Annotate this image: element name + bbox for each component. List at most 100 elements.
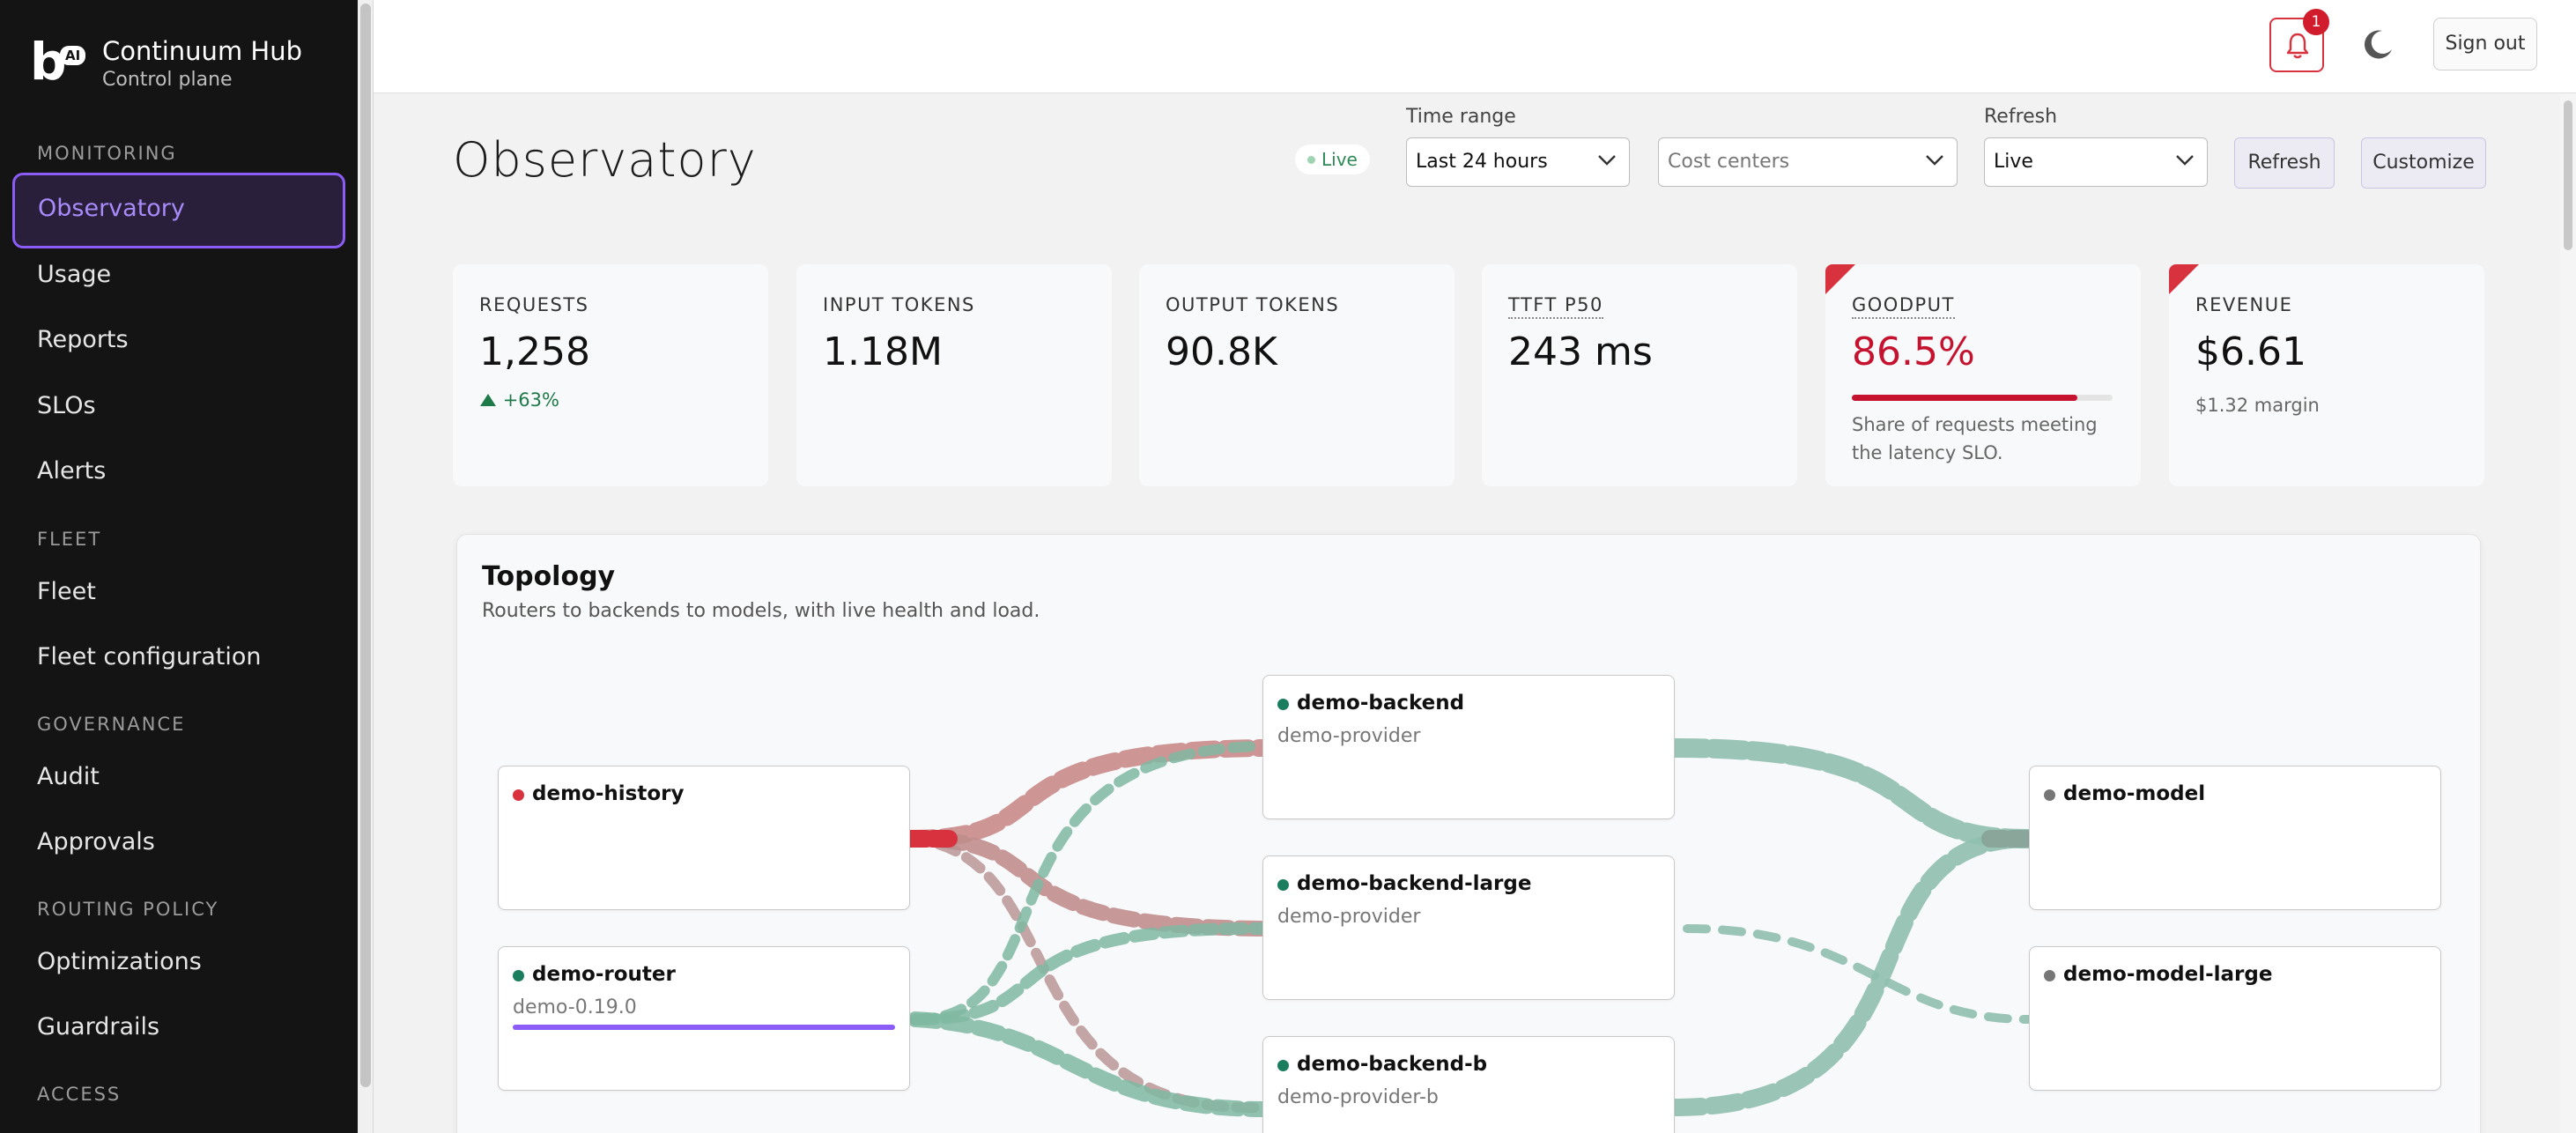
sidebar-item-label: Observatory (38, 195, 185, 222)
sidebar-item-slos[interactable]: SLOs (37, 392, 96, 419)
sidebar-item-observatory[interactable]: Observatory (12, 173, 345, 248)
app-subtitle: Control plane (102, 69, 233, 91)
app-title: Continuum Hub (102, 36, 303, 66)
status-dot (1277, 1060, 1289, 1071)
status-dot (1277, 879, 1289, 891)
node-name: demo-backend (1297, 692, 1465, 715)
arrow-up-icon (480, 394, 496, 406)
revenue-value: $6.61 (2195, 330, 2306, 374)
cost-centers-select[interactable]: Cost centers (1658, 137, 1958, 187)
edge-history-backend-large (902, 831, 1270, 937)
node-detail: demo-0.19.0 (513, 996, 637, 1018)
sidebar-item-audit[interactable]: Audit (37, 763, 100, 790)
node-backend[interactable]: demo-backend demo-provider (1262, 675, 1675, 819)
time-range-value: Last 24 hours (1416, 151, 1548, 173)
status-dot (2044, 970, 2055, 981)
edge-backend-model (1665, 738, 2039, 848)
node-model-large[interactable]: demo-model-large (2029, 946, 2441, 1091)
requests-card: REQUESTS 1,258 +63% (453, 264, 768, 486)
logo-badge: AI (60, 46, 86, 65)
section-access: ACCESS (37, 1084, 122, 1105)
chevron-down-icon (2176, 155, 2194, 166)
goodput-value: 86.5% (1852, 330, 1975, 374)
load-bar (513, 1025, 895, 1030)
sidebar-item-approvals[interactable]: Approvals (37, 828, 155, 855)
time-range-select[interactable]: Last 24 hours (1406, 137, 1630, 187)
sidebar-scrollbar[interactable] (358, 0, 374, 1133)
node-backend-b[interactable]: demo-backend-b demo-provider-b (1262, 1036, 1675, 1133)
status-dot (513, 970, 524, 981)
input-tokens-label: INPUT TOKENS (823, 294, 975, 315)
topology-title: Topology (482, 561, 616, 592)
goodput-card: GOODPUT 86.5% Share of requests meeting … (1825, 264, 2141, 486)
node-name: demo-model-large (2063, 963, 2273, 986)
revenue-label: REVENUE (2195, 294, 2293, 315)
node-history[interactable]: demo-history (498, 766, 910, 910)
sidebar-item-fleet[interactable]: Fleet (37, 578, 96, 605)
sidebar-item-usage[interactable]: Usage (37, 261, 112, 288)
ttft-label[interactable]: TTFT P50 (1508, 294, 1603, 319)
sign-out-button[interactable]: Sign out (2433, 18, 2537, 70)
brand[interactable]: b AI Continuum Hub Control plane (30, 33, 302, 93)
time-range-label: Time range (1406, 106, 1516, 128)
sidebar: b AI Continuum Hub Control plane MONITOR… (0, 0, 358, 1133)
sidebar-item-optimizations[interactable]: Optimizations (37, 948, 202, 975)
sidebar-item-reports[interactable]: Reports (37, 326, 129, 353)
node-backend-large[interactable]: demo-backend-large demo-provider (1262, 855, 1675, 1000)
refresh-label: Refresh (1984, 106, 2058, 128)
node-name: demo-backend-large (1297, 872, 1532, 895)
node-router[interactable]: demo-router demo-0.19.0 (498, 946, 910, 1091)
node-detail: demo-provider (1277, 725, 1421, 747)
refresh-value: Live (1994, 151, 2033, 173)
revenue-margin: $1.32 margin (2195, 395, 2320, 416)
customize-button[interactable]: Customize (2361, 137, 2486, 189)
node-model[interactable]: demo-model (2029, 766, 2441, 910)
topology-edges (901, 738, 2039, 1117)
moon-icon[interactable] (2361, 28, 2395, 62)
edge-history-backend (901, 739, 1271, 848)
topbar (374, 0, 2576, 93)
alert-corner-flag (1825, 264, 1855, 294)
output-tokens-card: OUTPUT TOKENS 90.8K (1139, 264, 1455, 486)
edge-router-backend (910, 741, 1268, 1025)
ttft-value: 243 ms (1508, 330, 1653, 374)
requests-delta-text: +63% (502, 389, 559, 411)
page-title: Observatory (453, 132, 757, 188)
node-name: demo-backend-b (1297, 1053, 1488, 1076)
revenue-card: REVENUE $6.61 $1.32 margin (2169, 264, 2484, 486)
goodput-progress-fill (1852, 395, 2078, 401)
chevron-down-icon (1598, 155, 1616, 166)
requests-label: REQUESTS (479, 294, 589, 315)
chevron-down-icon (1926, 155, 1943, 166)
sidebar-item-alerts[interactable]: Alerts (37, 457, 107, 485)
logo: b AI (30, 33, 93, 90)
node-name: demo-history (532, 782, 685, 805)
node-detail: demo-provider-b (1277, 1086, 1439, 1108)
status-dot (1277, 699, 1289, 710)
section-routing-policy: ROUTING POLICY (37, 899, 219, 920)
sidebar-item-guardrails[interactable]: Guardrails (37, 1013, 160, 1040)
live-status-badge: Live (1295, 144, 1370, 174)
input-tokens-value: 1.18M (823, 330, 943, 374)
alert-corner-flag (2169, 264, 2199, 294)
goodput-description: Share of requests meeting the latency SL… (1852, 414, 2098, 463)
page-scroll-thumb[interactable] (2564, 100, 2572, 250)
goodput-label[interactable]: GOODPUT (1852, 294, 1955, 319)
section-governance: GOVERNANCE (37, 714, 186, 735)
refresh-select[interactable]: Live (1984, 137, 2208, 187)
sidebar-item-fleet-configuration[interactable]: Fleet configuration (37, 643, 262, 670)
refresh-button[interactable]: Refresh (2234, 137, 2335, 189)
edge-router-backend-large (909, 922, 1269, 1026)
page-scrollbar[interactable] (2560, 93, 2576, 1133)
ttft-card: TTFT P50 243 ms (1482, 264, 1797, 486)
status-dot (2044, 789, 2055, 801)
logo-letter: b (30, 32, 67, 92)
notification-count-badge: 1 (2303, 9, 2329, 35)
goodput-progress-bar (1852, 395, 2113, 401)
node-detail: demo-provider (1277, 906, 1421, 928)
section-monitoring: MONITORING (37, 143, 177, 164)
output-tokens-value: 90.8K (1166, 330, 1277, 374)
node-name: demo-model (2063, 782, 2206, 805)
requests-delta: +63% (479, 389, 559, 411)
sidebar-scroll-thumb[interactable] (360, 4, 371, 1087)
